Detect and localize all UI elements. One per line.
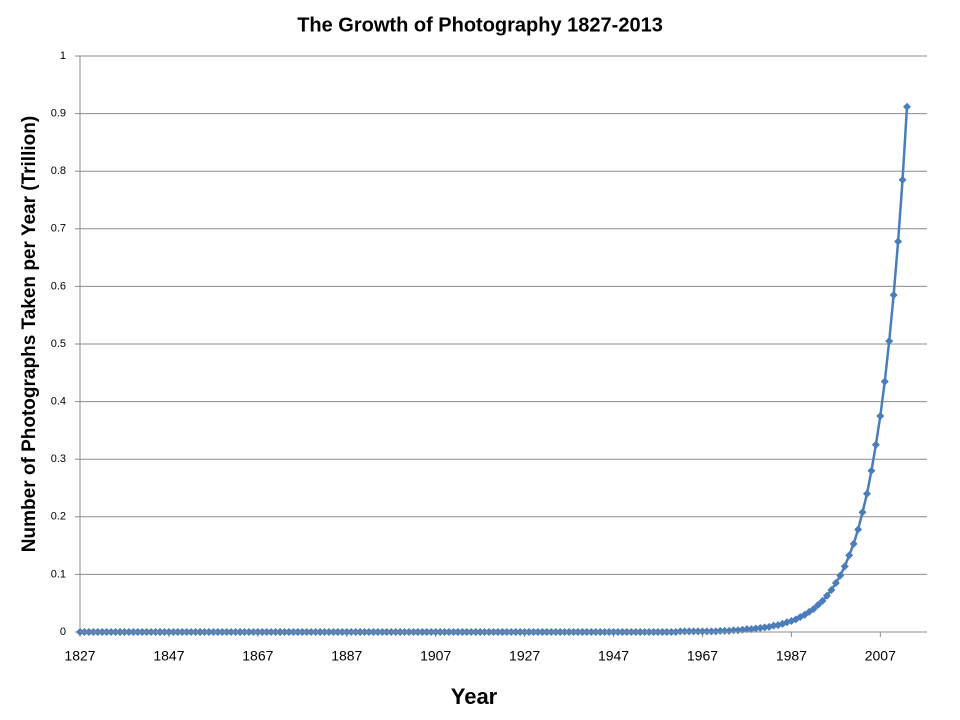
x-tick-label: 1907 <box>420 648 451 664</box>
x-tick-label: 1847 <box>153 648 184 664</box>
data-point <box>831 579 840 588</box>
data-point <box>702 627 711 636</box>
y-tick-label: 0.9 <box>51 108 66 120</box>
data-point <box>858 508 867 517</box>
y-tick-label: 0.6 <box>51 280 66 292</box>
x-tick-label: 2007 <box>865 648 896 664</box>
x-tick-label: 1887 <box>331 648 362 664</box>
data-point <box>809 604 818 613</box>
data-point <box>720 626 729 635</box>
data-point <box>694 627 703 636</box>
data-point <box>822 591 831 600</box>
y-tick-label: 0.1 <box>51 568 66 580</box>
data-point <box>845 551 854 560</box>
y-tick-label: 0.7 <box>51 223 66 235</box>
data-point <box>867 466 876 475</box>
y-tick-label: 0.4 <box>51 396 66 408</box>
data-point <box>676 627 685 636</box>
data-point <box>854 525 863 534</box>
data-point <box>889 291 898 300</box>
data-point <box>680 627 689 636</box>
data-point <box>707 627 716 636</box>
data-point <box>894 237 903 246</box>
x-tick-label: 1867 <box>242 648 273 664</box>
data-point <box>876 412 885 420</box>
x-tick-label: 1927 <box>509 648 540 664</box>
data-point <box>880 377 889 386</box>
y-axis-label: Number of Photographs Taken per Year (Tr… <box>19 116 40 552</box>
data-point <box>742 625 751 634</box>
data-point <box>871 440 880 449</box>
data-point <box>898 175 907 184</box>
y-tick-label: 0.5 <box>51 338 66 350</box>
data-point <box>818 596 827 605</box>
x-axis-label: Year <box>451 684 498 709</box>
chart-title: The Growth of Photography 1827-2013 <box>297 14 663 36</box>
y-tick-label: 0.8 <box>51 165 66 177</box>
x-tick-label: 1987 <box>776 648 807 664</box>
data-point <box>849 539 858 548</box>
data-point <box>716 626 725 635</box>
x-tick-label: 1827 <box>64 648 95 664</box>
data-point <box>840 562 849 571</box>
data-point <box>814 600 823 609</box>
data-point <box>836 571 845 580</box>
data-point <box>885 337 894 346</box>
data-point <box>698 627 707 636</box>
x-tick-label: 1947 <box>598 648 629 664</box>
y-tick-label: 0.2 <box>51 511 66 523</box>
data-point <box>689 627 698 636</box>
data-point <box>902 102 911 111</box>
data-point <box>827 585 836 594</box>
y-tick-label: 1 <box>60 50 66 62</box>
data-point <box>862 489 871 498</box>
data-point <box>685 627 694 636</box>
x-tick-label: 1967 <box>687 648 718 664</box>
y-tick-label: 0.3 <box>51 453 66 465</box>
y-tick-label: 0 <box>60 626 66 638</box>
